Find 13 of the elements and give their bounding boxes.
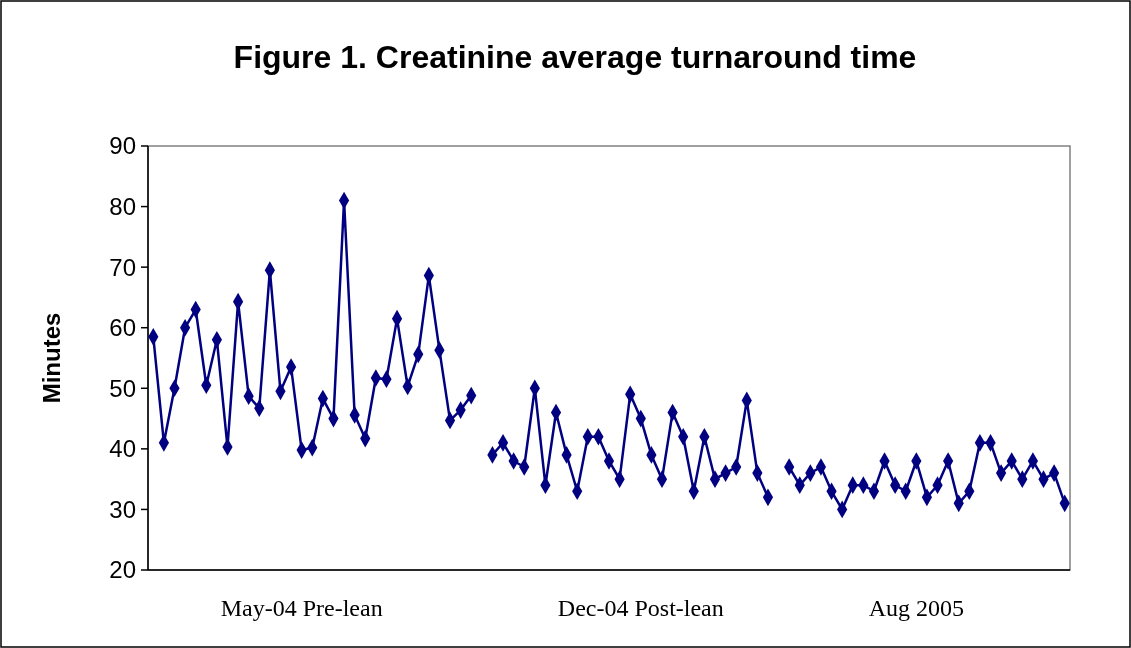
y-tick-label: 90	[109, 132, 136, 160]
y-tick-label: 80	[109, 192, 136, 220]
x-tick-label: Aug 2005	[868, 595, 965, 621]
x-tick-label: May-04 Pre-lean	[220, 595, 383, 621]
y-tick-label: 20	[109, 556, 136, 584]
y-tick-label: 40	[109, 435, 136, 463]
y-tick-label: 30	[109, 495, 136, 523]
x-tick-label: Dec-04 Post-lean	[557, 595, 724, 621]
y-axis-title: Minutes	[38, 312, 65, 404]
y-tick-label: 50	[109, 374, 136, 402]
chart-title: Figure 1. Creatinine average turnaround time	[233, 39, 917, 75]
y-tick-label: 60	[109, 314, 136, 342]
y-tick-label: 70	[109, 253, 136, 281]
